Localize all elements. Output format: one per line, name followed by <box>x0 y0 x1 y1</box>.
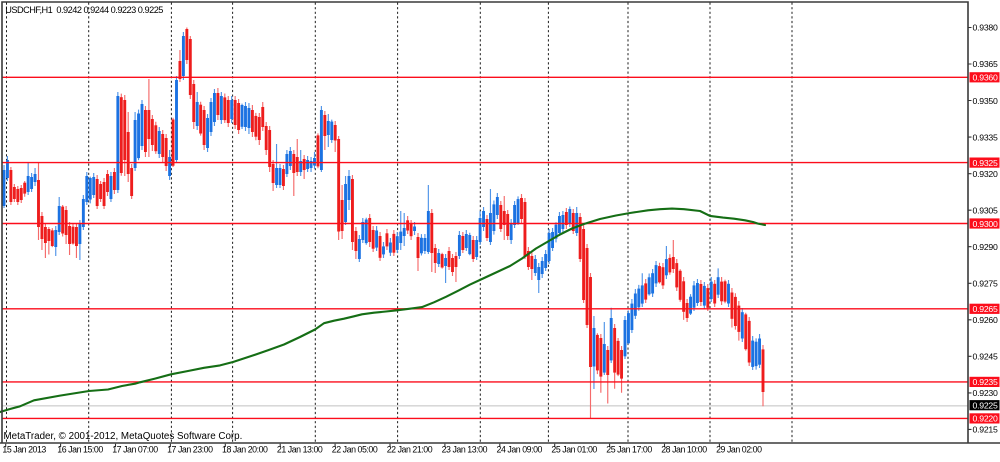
svg-text:29 Jan 02:00: 29 Jan 02:00 <box>716 445 762 455</box>
svg-text:22 Jan 05:00: 22 Jan 05:00 <box>332 445 378 455</box>
svg-text:0.9300: 0.9300 <box>973 219 998 229</box>
svg-text:18 Jan 20:00: 18 Jan 20:00 <box>222 445 268 455</box>
svg-text:0.9230: 0.9230 <box>973 388 998 398</box>
svg-text:0.9320: 0.9320 <box>973 169 998 179</box>
svg-text:0.9245: 0.9245 <box>973 352 998 362</box>
svg-text:0.9325: 0.9325 <box>973 158 998 168</box>
svg-text:0.9220: 0.9220 <box>973 414 998 424</box>
svg-text:15 Jan 2013: 15 Jan 2013 <box>2 445 46 455</box>
svg-text:0.9260: 0.9260 <box>973 315 998 325</box>
svg-text:25 Jan 01:00: 25 Jan 01:00 <box>551 445 597 455</box>
svg-text:24 Jan 09:00: 24 Jan 09:00 <box>497 445 543 455</box>
svg-text:0.9335: 0.9335 <box>973 132 998 142</box>
svg-text:0.9275: 0.9275 <box>973 279 998 289</box>
svg-text:17 Jan 07:00: 17 Jan 07:00 <box>112 445 158 455</box>
svg-text:23 Jan 13:00: 23 Jan 13:00 <box>442 445 488 455</box>
svg-text:0.9225: 0.9225 <box>973 401 998 411</box>
svg-text:0.9380: 0.9380 <box>973 23 998 33</box>
svg-text:22 Jan 21:00: 22 Jan 21:00 <box>387 445 433 455</box>
svg-text:USDCHF,H1 0.9242 0.9244 0.922: USDCHF,H1 0.9242 0.9244 0.9223 0.9225 <box>5 5 163 15</box>
svg-text:25 Jan 17:00: 25 Jan 17:00 <box>606 445 652 455</box>
svg-text:0.9350: 0.9350 <box>973 96 998 106</box>
svg-text:0.9365: 0.9365 <box>973 59 998 69</box>
svg-text:0.9290: 0.9290 <box>973 242 998 252</box>
svg-text:0.9360: 0.9360 <box>973 73 998 83</box>
svg-text:28 Jan 10:00: 28 Jan 10:00 <box>661 445 707 455</box>
svg-text:21 Jan 13:00: 21 Jan 13:00 <box>277 445 323 455</box>
svg-text:17 Jan 23:00: 17 Jan 23:00 <box>167 445 213 455</box>
svg-text:0.9305: 0.9305 <box>973 205 998 215</box>
svg-text:0.9265: 0.9265 <box>973 304 998 314</box>
svg-text:0.9215: 0.9215 <box>973 425 998 435</box>
svg-text:MetaTrader, © 2001-2012, MetaQ: MetaTrader, © 2001-2012, MetaQuotes Soft… <box>4 431 243 442</box>
svg-text:16 Jan 15:00: 16 Jan 15:00 <box>57 445 103 455</box>
svg-text:0.9235: 0.9235 <box>973 377 998 387</box>
